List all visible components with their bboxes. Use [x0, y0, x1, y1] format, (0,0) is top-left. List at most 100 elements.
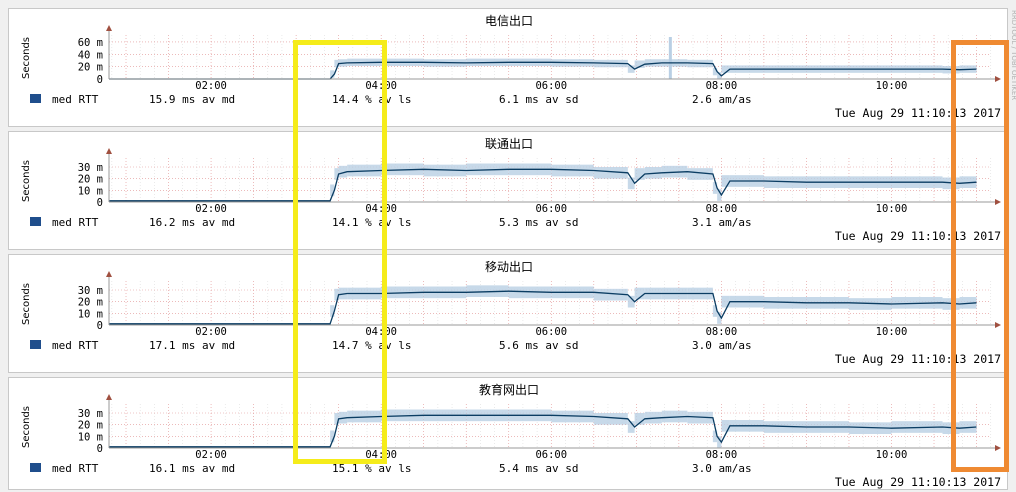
- band-segment: [712, 305, 718, 317]
- chart-svg: 教育网出口 Seconds 30 m20 m10 m0 02:00 04:00 06:00…: [21, 382, 1001, 489]
- chart-svg: 电信出口 Seconds 60 m40 m20 m0 02:00 04:00 06:00 0…: [21, 14, 1001, 120]
- y-axis-arrow: [106, 148, 112, 154]
- x-axis-arrow: [995, 199, 1001, 205]
- legend-label: med RTT: [52, 339, 99, 352]
- legend-amas: 3.0 am/as: [692, 339, 752, 352]
- x-tick-label: 08:00: [706, 326, 738, 338]
- band-segment: [627, 295, 635, 308]
- x-tick-label: 08:00: [706, 203, 738, 215]
- y-tick-label: 0: [97, 74, 103, 86]
- chart-title: 电信出口: [485, 14, 533, 28]
- y-tick-label: 10 m: [78, 431, 103, 443]
- band-segment: [634, 413, 645, 425]
- legend-median: 15.9 ms av md: [149, 93, 235, 106]
- chart-title: 移动出口: [485, 260, 533, 274]
- timestamp: Tue Aug 29 11:10:13 2017: [835, 475, 1001, 489]
- y-tick-label: 10 m: [78, 308, 103, 320]
- chart-panel-telecom: 电信出口 Seconds 60 m 40 m 20 m 0 02:00 04:00 06:00 0…: [8, 8, 1008, 127]
- band-segment: [634, 287, 645, 300]
- legend-amas: 3.0 am/as: [692, 462, 752, 475]
- band-segment: [627, 177, 635, 190]
- highlight-box-orange: [951, 40, 1009, 472]
- chart-title: 教育网出口: [479, 382, 539, 397]
- y-tick-label: 0: [97, 320, 103, 332]
- band-segment: [330, 430, 335, 443]
- chart-panel-cernet: 教育网出口 Seconds 30 m 20 m 10 m 0 02:00 04:00 06:00…: [8, 377, 1008, 490]
- y-tick-label: 0: [97, 443, 103, 455]
- legend-swatch: [30, 217, 41, 226]
- legend-median: 16.1 ms av md: [149, 462, 235, 475]
- x-axis-arrow: [995, 322, 1001, 328]
- legend-swatch: [30, 340, 41, 349]
- x-tick-label: 04:00: [365, 80, 397, 92]
- y-tick-label: 30 m: [78, 285, 103, 297]
- chart-panel-mobile: 移动出口 Seconds 30 m 20 m 10 m 0 02:00 04:00 06:00 0…: [8, 254, 1008, 373]
- x-tick-label: 10:00: [876, 203, 908, 215]
- x-tick-label: 10:00: [876, 80, 908, 92]
- x-tick-label: 06:00: [535, 449, 567, 461]
- legend-stddev: 5.6 ms av sd: [499, 339, 578, 352]
- legend-swatch: [30, 94, 41, 103]
- timestamp: Tue Aug 29 11:10:13 2017: [835, 352, 1001, 366]
- y-axis-arrow: [106, 394, 112, 400]
- legend-median: 16.2 ms av md: [149, 216, 235, 229]
- legend-amas: 2.6 am/as: [692, 93, 752, 106]
- band-segment: [717, 72, 722, 79]
- band-segment: [721, 65, 730, 73]
- rtt-band: [330, 37, 977, 79]
- band-segment: [330, 184, 335, 197]
- x-axis-arrow: [995, 76, 1001, 82]
- legend-loss: 14.7 % av ls: [332, 339, 411, 352]
- y-tick-label: 40 m: [78, 49, 103, 61]
- y-tick-label: 30 m: [78, 408, 103, 420]
- legend-swatch: [30, 463, 41, 472]
- x-tick-label: 06:00: [535, 203, 567, 215]
- band-segment: [593, 288, 628, 301]
- band-segment: [334, 168, 339, 180]
- x-tick-label: 02:00: [195, 326, 227, 338]
- legend-amas: 3.1 am/as: [692, 216, 752, 229]
- x-tick-label: 08:00: [706, 80, 738, 92]
- legend-label: med RTT: [52, 93, 99, 106]
- chart-panel-unicom: 联通出口 Seconds 30 m 20 m 10 m 0 02:00 04:00 06:00 0…: [8, 131, 1008, 250]
- x-tick-label: 02:00: [195, 80, 227, 92]
- band-segment: [717, 189, 722, 201]
- band-segment: [717, 312, 722, 324]
- chart-svg: 移动出口 Seconds 30 m20 m10 m0 02:00 04:00 06:00 0…: [21, 260, 1001, 366]
- highlight-box-yellow: [293, 40, 387, 464]
- band-segment: [334, 288, 339, 301]
- band-segment: [717, 436, 722, 448]
- band-segment: [593, 167, 628, 179]
- band-segment: [634, 168, 645, 180]
- y-tick-label: 60 m: [78, 37, 103, 49]
- legend-loss: 15.1 % av ls: [332, 462, 411, 475]
- y-tick-label: 20 m: [78, 420, 103, 432]
- x-tick-label: 10:00: [876, 326, 908, 338]
- y-axis-arrow: [106, 25, 112, 31]
- x-tick-label: 04:00: [365, 203, 397, 215]
- band-segment: [634, 60, 645, 68]
- band-segment: [338, 165, 348, 178]
- band-segment: [721, 295, 730, 308]
- x-tick-label: 04:00: [365, 449, 397, 461]
- band-segment: [334, 59, 339, 68]
- timestamp: Tue Aug 29 11:10:13 2017: [835, 106, 1001, 120]
- y-tick-label: 30 m: [78, 162, 103, 174]
- band-segment: [627, 65, 635, 73]
- band-segment: [712, 67, 718, 76]
- y-axis-label: Seconds: [21, 283, 32, 325]
- legend-stddev: 5.4 ms av sd: [499, 462, 578, 475]
- legend-loss: 14.1 % av ls: [332, 216, 411, 229]
- x-tick-label: 06:00: [535, 80, 567, 92]
- rrdtool-credit: RRDTOOL / TOBI OETIKER: [1010, 10, 1016, 101]
- y-tick-label: 20 m: [78, 297, 103, 309]
- y-axis-label: Seconds: [21, 160, 32, 202]
- legend-stddev: 5.3 ms av sd: [499, 216, 578, 229]
- chart-svg: 联通出口 Seconds 30 m20 m10 m0 02:00 04:00 06:00 0…: [21, 137, 1001, 243]
- y-tick-label: 20 m: [78, 62, 103, 74]
- y-tick-label: 20 m: [78, 174, 103, 186]
- rtt-band: [330, 285, 977, 324]
- x-tick-label: 04:00: [365, 326, 397, 338]
- x-tick-label: 08:00: [706, 449, 738, 461]
- y-axis-arrow: [106, 271, 112, 277]
